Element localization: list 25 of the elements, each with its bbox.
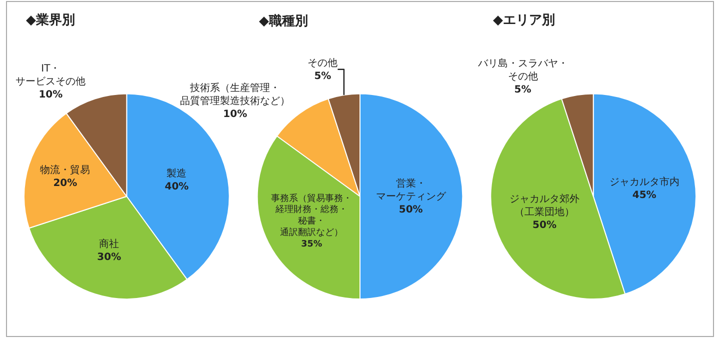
data-label: 5% (514, 84, 532, 96)
slice-label: 事務系（貿易事務・経理財務・総務・秘書・通訳翻訳など） (271, 192, 352, 238)
data-label: 20% (53, 178, 78, 189)
data-label: 40% (164, 182, 189, 193)
slice-label: ジャカルタ郊外（工業団地） (510, 193, 580, 218)
data-label: 10% (38, 89, 63, 100)
slice-label: その他 (308, 56, 338, 69)
chart-title: ◆業界別 (26, 13, 75, 28)
chart-title: ◆職種別 (259, 13, 308, 29)
data-label: 50% (532, 220, 556, 232)
slice-label: ジャカルタ市内 (609, 176, 680, 188)
data-label: 35% (301, 239, 322, 250)
data-label: 10% (223, 108, 248, 120)
slice-label: バリ島・スラバヤ・その他 (476, 57, 568, 82)
data-label: 50% (398, 204, 423, 216)
slice-label: 製造 (166, 168, 187, 180)
data-label: 5% (314, 70, 332, 82)
slice-label: IT・サービスその他 (16, 63, 86, 88)
data-label: 30% (97, 252, 122, 263)
chart-title: ◆エリア別 (493, 13, 555, 28)
slice-label: 物流・貿易 (40, 164, 90, 176)
slice-label: 技術系（生産管理・品質管理製造技術など） (180, 82, 290, 107)
slice-label: 営業・マーケティング (376, 177, 447, 202)
slice-label: 商社 (99, 238, 120, 250)
data-label: 45% (632, 190, 656, 201)
